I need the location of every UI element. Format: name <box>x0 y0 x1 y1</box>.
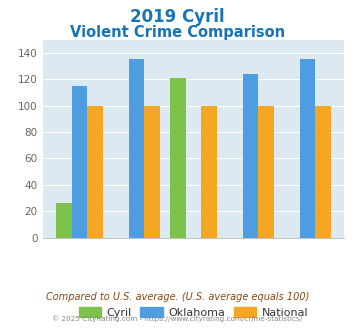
Text: © 2025 CityRating.com - https://www.cityrating.com/crime-statistics/: © 2025 CityRating.com - https://www.city… <box>53 315 302 322</box>
Bar <box>87 106 103 238</box>
Bar <box>315 106 331 238</box>
Bar <box>129 59 144 238</box>
Bar <box>258 106 274 238</box>
Bar <box>72 86 87 238</box>
Bar <box>201 106 217 238</box>
Bar <box>300 59 315 238</box>
Legend: Cyril, Oklahoma, National: Cyril, Oklahoma, National <box>74 303 313 322</box>
Bar <box>144 106 159 238</box>
Text: Compared to U.S. average. (U.S. average equals 100): Compared to U.S. average. (U.S. average … <box>46 292 309 302</box>
Text: Violent Crime Comparison: Violent Crime Comparison <box>70 25 285 40</box>
Bar <box>170 78 186 238</box>
Text: 2019 Cyril: 2019 Cyril <box>130 8 225 26</box>
Bar <box>243 74 258 238</box>
Bar <box>56 203 72 238</box>
